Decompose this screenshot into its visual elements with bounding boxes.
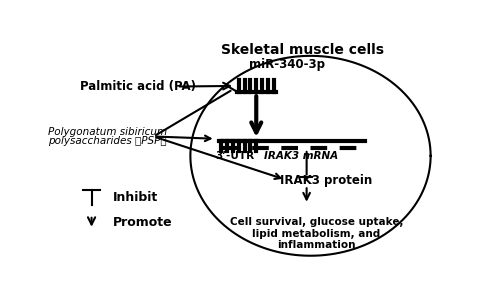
Text: IRAK3 protein: IRAK3 protein bbox=[280, 174, 372, 187]
Text: Polygonatum sibiricum: Polygonatum sibiricum bbox=[48, 127, 166, 137]
Text: Cell survival, glucose uptake,
lipid metabolism, and
inflammation: Cell survival, glucose uptake, lipid met… bbox=[230, 217, 403, 250]
Text: Palmitic acid (PA): Palmitic acid (PA) bbox=[80, 80, 196, 93]
Text: miR-340-3p: miR-340-3p bbox=[249, 58, 325, 71]
Text: IRAK3 mRNA: IRAK3 mRNA bbox=[264, 151, 338, 161]
Text: 3’-UTR: 3’-UTR bbox=[216, 151, 254, 161]
Text: polysaccharides （PSP）: polysaccharides （PSP） bbox=[48, 136, 166, 146]
Text: Promote: Promote bbox=[113, 216, 172, 229]
Text: Inhibit: Inhibit bbox=[113, 191, 158, 204]
Text: Skeletal muscle cells: Skeletal muscle cells bbox=[221, 43, 384, 57]
